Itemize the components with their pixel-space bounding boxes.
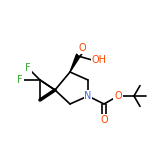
Text: O: O <box>78 43 86 53</box>
Text: OH: OH <box>92 55 107 65</box>
Text: N: N <box>84 91 92 101</box>
Polygon shape <box>70 55 80 72</box>
Text: O: O <box>114 91 122 101</box>
Text: F: F <box>17 75 23 85</box>
Text: F: F <box>25 63 31 73</box>
Text: O: O <box>100 115 108 125</box>
